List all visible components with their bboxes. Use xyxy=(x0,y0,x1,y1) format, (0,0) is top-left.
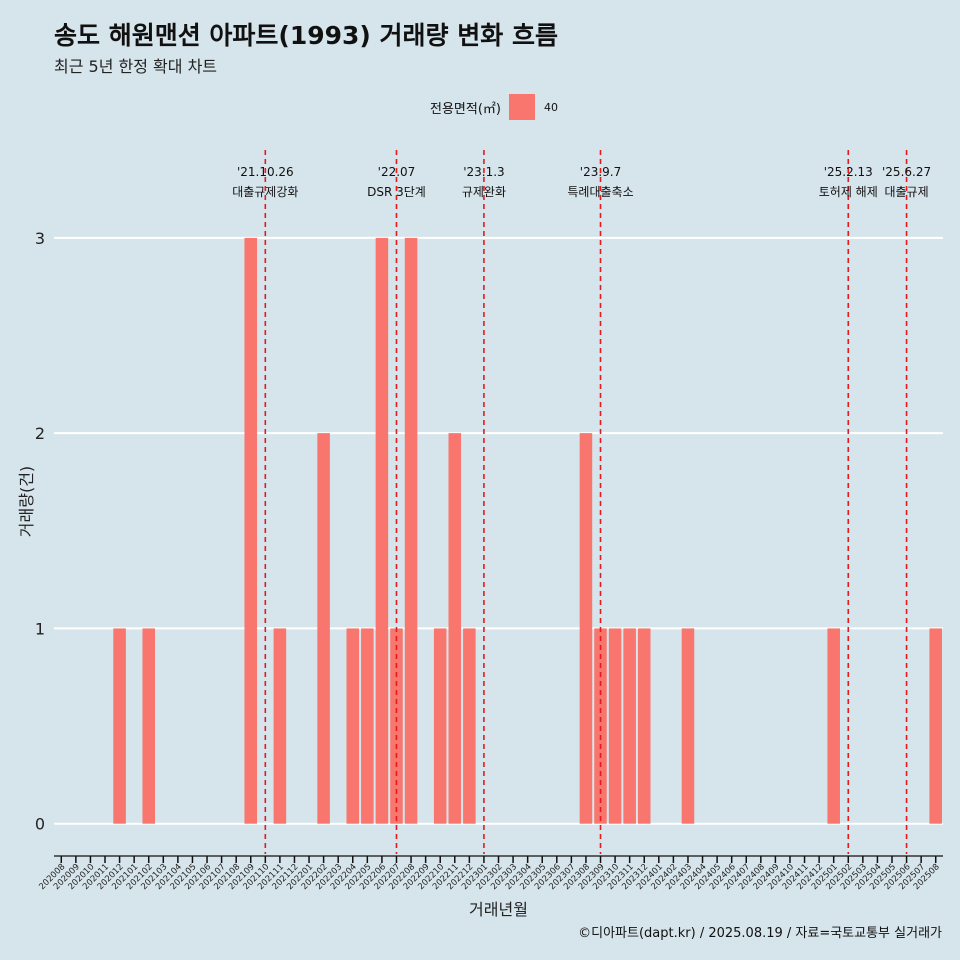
chart-title: 송도 해원맨션 아파트(1993) 거래량 변화 흐름 xyxy=(54,21,558,50)
event-date: '25.2.13 xyxy=(824,165,873,179)
bar xyxy=(273,628,287,824)
legend-title: 전용면적(㎡) xyxy=(430,101,501,117)
bar xyxy=(361,628,374,824)
bar xyxy=(681,628,695,824)
event-label: 토허제 해제 xyxy=(819,185,878,199)
legend: 전용면적(㎡) 40 xyxy=(430,94,558,120)
event-date: '23.1.3 xyxy=(463,165,504,179)
event-date: '25.6.27 xyxy=(882,165,931,179)
y-tick-label: 1 xyxy=(35,619,45,638)
event-label: 대출규제 xyxy=(884,185,928,199)
bar xyxy=(317,433,330,824)
bar xyxy=(827,628,840,824)
event-label: 특례대출축소 xyxy=(567,185,633,199)
bar xyxy=(142,628,155,824)
event-date: '21.10.26 xyxy=(237,165,294,179)
source-caption: ©디아파트(dapt.kr) / 2025.08.19 / 자료=국토교통부 실… xyxy=(578,926,942,941)
bar xyxy=(404,237,418,824)
event-date: '22.07 xyxy=(378,165,416,179)
event-date: '23.9.7 xyxy=(580,165,621,179)
bar xyxy=(623,628,636,824)
y-axis-title: 거래량(건) xyxy=(17,466,36,537)
legend-entry: 40 xyxy=(543,100,558,114)
bar xyxy=(113,628,126,824)
bar xyxy=(433,628,447,824)
bar xyxy=(608,628,622,824)
bar xyxy=(346,628,360,824)
bar xyxy=(244,237,258,824)
legend-swatch xyxy=(508,94,535,120)
event-label: DSR 3단계 xyxy=(367,185,426,199)
bar xyxy=(929,628,942,824)
bar xyxy=(375,237,389,824)
x-axis-title: 거래년월 xyxy=(469,900,528,919)
y-tick-label: 2 xyxy=(35,424,45,443)
y-tick-label: 0 xyxy=(35,815,45,834)
y-tick-label: 3 xyxy=(35,229,45,248)
event-label: 대출규제강화 xyxy=(232,185,298,199)
bar xyxy=(579,433,593,824)
bar xyxy=(463,628,476,824)
event-label: 규제완화 xyxy=(462,185,506,199)
bar xyxy=(448,433,462,824)
bar xyxy=(637,628,651,824)
chart-subtitle: 최근 5년 한정 확대 차트 xyxy=(54,57,218,76)
